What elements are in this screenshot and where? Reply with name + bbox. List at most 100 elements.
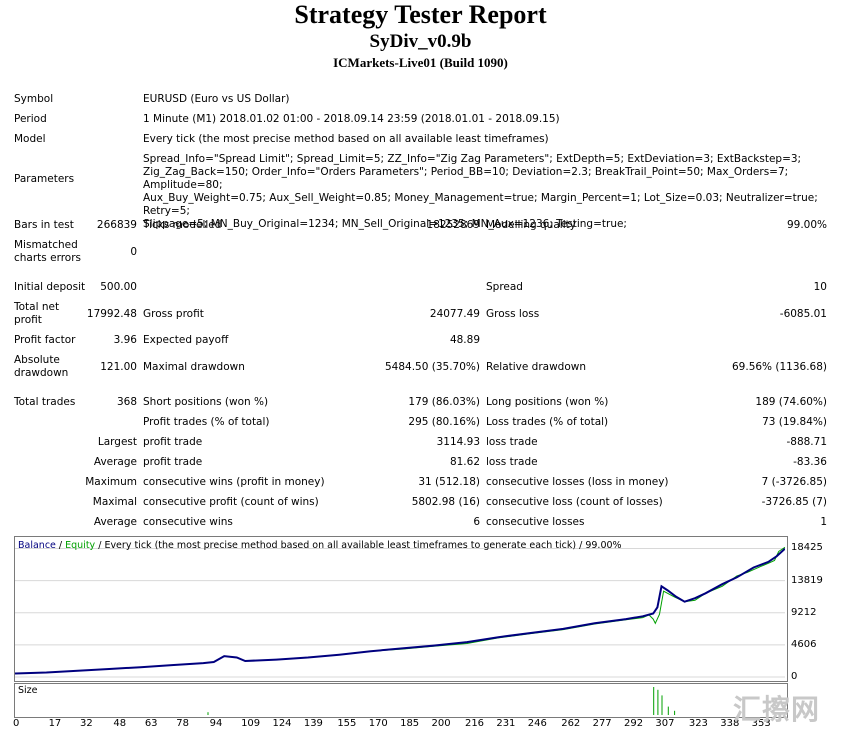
x-tick-label: 216 <box>464 718 485 729</box>
largest-loss-label: loss trade <box>486 436 538 448</box>
gross-profit-label: Gross profit <box>143 308 204 320</box>
y-tick-label: 9212 <box>791 606 817 618</box>
avg-label: Average <box>93 516 137 528</box>
legend-equity: Equity <box>65 540 96 551</box>
y-tick-label: 18425 <box>791 542 823 554</box>
symbol-label: Symbol <box>14 93 54 105</box>
x-tick-label: 170 <box>368 718 388 729</box>
y-tick-label: 4606 <box>791 638 817 650</box>
long-positions-label: Long positions (won %) <box>486 396 609 408</box>
x-tick-label: 307 <box>655 718 675 729</box>
maximal-consecutive-profit-value: 5802.98 (16) <box>411 496 480 508</box>
size-bar-4 <box>667 706 669 715</box>
size-bar-1 <box>653 687 655 715</box>
watermark-logo: 汇擦网 <box>733 693 821 726</box>
avg-consecutive-losses-value: 1 <box>820 516 827 528</box>
x-tick-label: 292 <box>623 718 644 729</box>
profit-factor-label: Profit factor <box>14 334 76 346</box>
ea-name: SyDiv_v0.9b <box>369 31 472 52</box>
x-tick-label: 200 <box>431 718 451 729</box>
model-value: Every tick (the most precise method base… <box>143 133 549 145</box>
short-positions-value: 179 (86.03%) <box>408 396 480 408</box>
loss-trades-label: Loss trades (% of total) <box>486 416 609 428</box>
average-profit-value: 81.62 <box>449 456 480 468</box>
x-tick-label: 0 <box>13 718 20 729</box>
x-tick-label: 155 <box>337 718 357 729</box>
average-loss-value: -83.36 <box>793 456 827 468</box>
mismatch-value: 0 <box>130 246 137 258</box>
relative-drawdown-label: Relative drawdown <box>486 361 587 373</box>
maximal-consecutive-loss-label: consecutive loss (count of losses) <box>486 496 663 508</box>
x-tick-label: 338 <box>720 718 740 729</box>
quality-value: 99.00% <box>786 219 827 231</box>
loss-trades-value: 73 (19.84%) <box>762 416 827 428</box>
max-consecutive-wins-label: consecutive wins (profit in money) <box>143 476 325 488</box>
spread-label: Spread <box>486 281 523 293</box>
x-tick-label: 246 <box>527 718 547 729</box>
x-tick-label: 109 <box>241 718 261 729</box>
x-tick-label: 124 <box>272 718 292 729</box>
size-label: Size <box>18 685 38 696</box>
maximal-drawdown-label: Maximal drawdown <box>143 361 245 373</box>
x-tick-label: 32 <box>79 718 93 729</box>
balance-chart-frame <box>14 536 788 682</box>
average-loss-label: loss trade <box>486 456 538 468</box>
x-tick-label: 94 <box>209 718 223 729</box>
x-tick-label: 353 <box>751 718 771 729</box>
expected-payoff-label: Expected payoff <box>143 334 229 346</box>
x-tick-label: 277 <box>592 718 612 729</box>
x-tick-label: 17 <box>48 718 62 729</box>
long-positions-value: 189 (74.60%) <box>755 396 827 408</box>
net-profit-value: 17992.48 <box>86 308 137 320</box>
symbol-value: EURUSD (Euro vs US Dollar) <box>143 93 290 105</box>
maximal-label: Maximal <box>92 496 137 508</box>
maximum-label: Maximum <box>85 476 137 488</box>
average-profit-label: profit trade <box>143 456 203 468</box>
report-title: Strategy Tester Report <box>294 0 547 29</box>
legend-sep-1: / <box>55 540 66 551</box>
x-tick-label: 63 <box>144 718 158 729</box>
legend-sep-2: / <box>95 540 105 551</box>
ticks-value: 18252869 <box>426 219 480 231</box>
max-consecutive-losses-value: 7 (-3726.85) <box>761 476 827 488</box>
absolute-drawdown-label: Absolute drawdown <box>14 354 69 379</box>
x-tick-label: 78 <box>176 718 189 729</box>
size-bar-0 <box>207 712 209 715</box>
largest-label: Largest <box>97 436 137 448</box>
avg-consecutive-wins-value: 6 <box>473 516 480 528</box>
balance-line <box>15 547 785 675</box>
avg-consecutive-losses-label: consecutive losses <box>486 516 585 528</box>
max-consecutive-wins-value: 31 (512.18) <box>418 476 480 488</box>
deposit-label: Initial deposit <box>14 281 86 293</box>
x-tick-label: 139 <box>303 718 323 729</box>
quality-label: Modelling quality <box>486 219 576 231</box>
total-trades-value: 368 <box>116 396 137 408</box>
y-tick-label: 13819 <box>791 574 823 586</box>
legend-balance: Balance <box>18 540 56 551</box>
size-chart <box>207 687 676 715</box>
total-trades-label: Total trades <box>14 396 76 408</box>
spread-value: 10 <box>813 281 827 293</box>
x-tick-label: 323 <box>688 718 708 729</box>
size-bar-2 <box>657 689 659 715</box>
avg-consecutive-wins-label: consecutive wins <box>143 516 233 528</box>
bars-value: 266839 <box>96 219 137 231</box>
legend-description: Every tick (the most precise method base… <box>104 540 622 551</box>
model-label: Model <box>14 133 46 145</box>
chart-legend: Balance / Equity / Every tick (the most … <box>18 540 622 552</box>
profit-trades-label: Profit trades (% of total) <box>143 416 270 428</box>
balance-equity-chart <box>15 546 785 678</box>
gross-loss-value: -6085.01 <box>779 308 827 320</box>
gross-loss-label: Gross loss <box>486 308 540 320</box>
relative-drawdown-value: 69.56% (1136.68) <box>732 361 827 373</box>
parameters-label: Parameters <box>14 173 75 185</box>
ticks-label: Ticks modelled <box>143 219 222 231</box>
equity-line <box>15 546 785 674</box>
average-label: Average <box>93 456 137 468</box>
period-value: 1 Minute (M1) 2018.01.02 01:00 - 2018.09… <box>143 113 560 125</box>
x-tick-label: 185 <box>400 718 420 729</box>
x-tick-label: 48 <box>113 718 127 729</box>
maximal-consecutive-loss-value: -3726.85 (7) <box>761 496 827 508</box>
expected-payoff-value: 48.89 <box>449 334 480 346</box>
size-bar-3 <box>661 695 663 715</box>
